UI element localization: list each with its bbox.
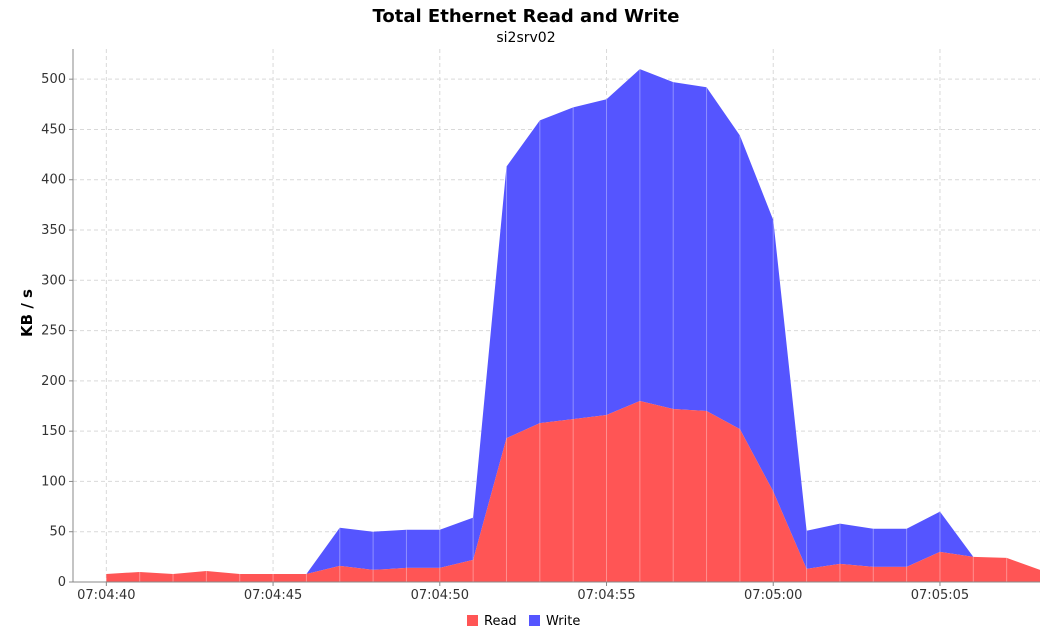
y-tick-label: 450 bbox=[41, 122, 66, 137]
y-tick-label: 300 bbox=[41, 273, 66, 288]
x-tick-label: 07:04:45 bbox=[244, 588, 302, 603]
read-area bbox=[106, 400, 1040, 582]
y-tick-label: 200 bbox=[41, 374, 66, 389]
x-tick-label: 07:04:55 bbox=[577, 588, 635, 603]
x-tick-label: 07:04:50 bbox=[411, 588, 469, 603]
chart-title: Total Ethernet Read and Write bbox=[372, 6, 679, 27]
legend-swatch-read bbox=[467, 615, 478, 626]
x-tick-label: 07:05:00 bbox=[744, 588, 802, 603]
chart-subtitle: si2srv02 bbox=[496, 30, 555, 46]
x-tick-label: 07:04:40 bbox=[77, 588, 135, 603]
y-tick-label: 400 bbox=[41, 173, 66, 188]
y-axis-label: KB / s bbox=[18, 289, 36, 337]
legend-label-read: Read bbox=[484, 614, 517, 629]
y-tick-label: 250 bbox=[41, 324, 66, 339]
y-tick-label: 150 bbox=[41, 424, 66, 439]
y-tick-label: 50 bbox=[49, 525, 66, 540]
area-layer bbox=[106, 69, 1040, 582]
legend: Read Write bbox=[467, 614, 580, 629]
y-tick-label: 100 bbox=[41, 474, 66, 489]
legend-label-write: Write bbox=[546, 614, 580, 629]
write-area bbox=[106, 69, 1040, 574]
y-tick-label: 0 bbox=[58, 575, 66, 590]
axis-layer: 0 50 100 150 200 250 300 350 400 450 500 07:04:40 07… bbox=[41, 49, 1040, 603]
y-tick-label: 350 bbox=[41, 223, 66, 238]
x-tick-label: 07:05:05 bbox=[911, 588, 969, 603]
y-tick-label: 500 bbox=[41, 72, 66, 87]
legend-swatch-write bbox=[529, 615, 540, 626]
